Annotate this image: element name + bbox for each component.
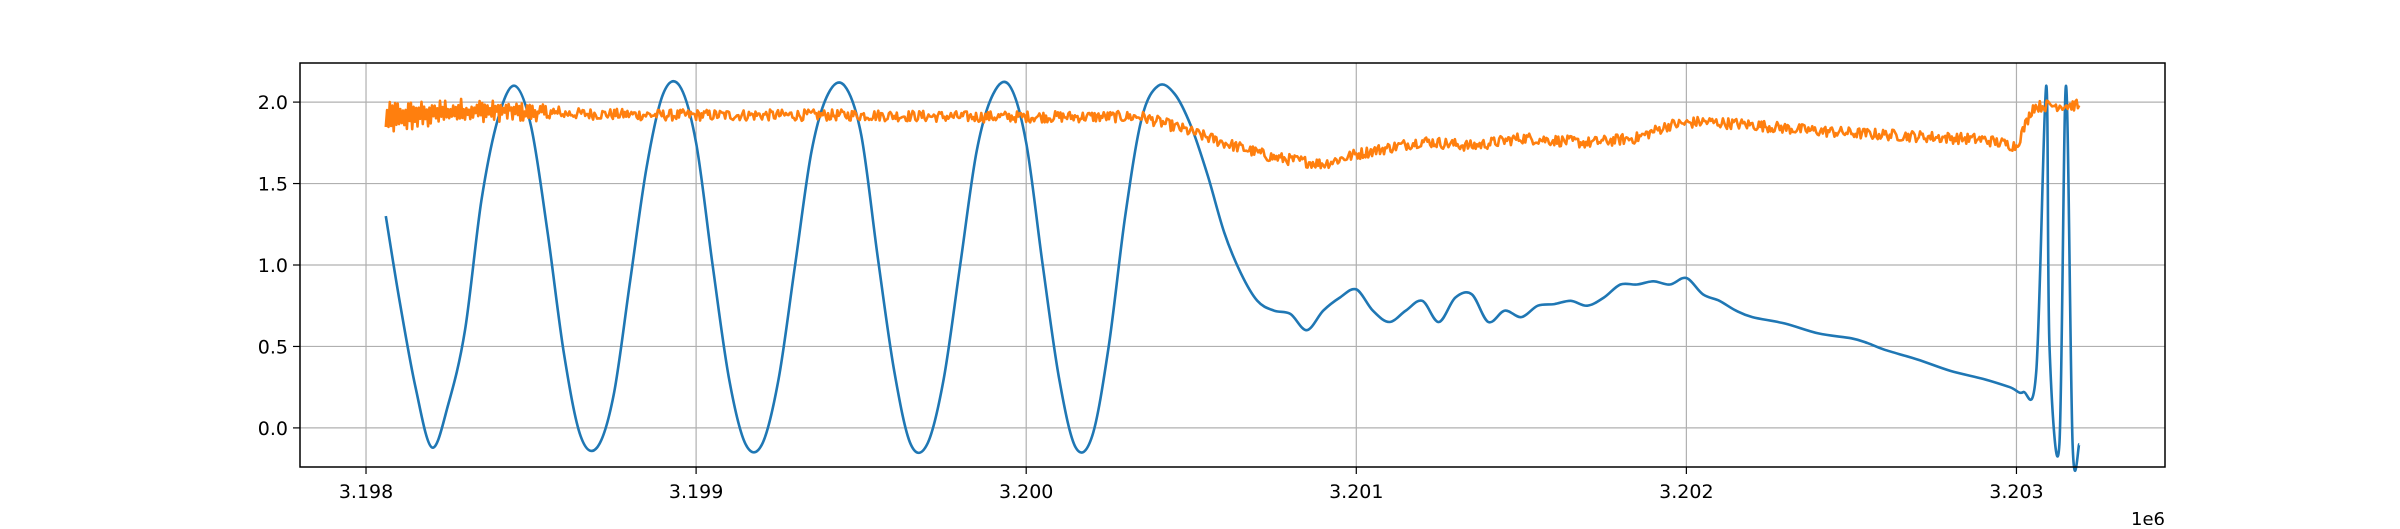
x-offset-label: 1e6	[2131, 509, 2165, 525]
x-tick-label: 3.201	[1329, 481, 1383, 503]
series-line-1	[384, 79, 2081, 472]
x-tick-label: 3.198	[339, 481, 393, 503]
series-group	[384, 79, 2081, 472]
y-tick-label: 0.5	[258, 336, 288, 358]
ticks: 3.198 3.199 3.200 3.201 3.202 3.203 0.0 0.5 1.0 1…	[258, 92, 2044, 503]
y-tick-label: 0.0	[258, 418, 288, 440]
x-tick-label: 3.200	[999, 481, 1053, 503]
x-tick-label: 3.202	[1659, 481, 1713, 503]
x-tick-label: 3.199	[669, 481, 723, 503]
series-line-2	[384, 97, 2081, 170]
x-tick-label: 3.203	[1989, 481, 2043, 503]
y-tick-label: 1.5	[258, 174, 288, 196]
y-tick-label: 2.0	[258, 92, 288, 114]
grid	[300, 63, 2165, 467]
y-tick-label: 1.0	[258, 255, 288, 277]
